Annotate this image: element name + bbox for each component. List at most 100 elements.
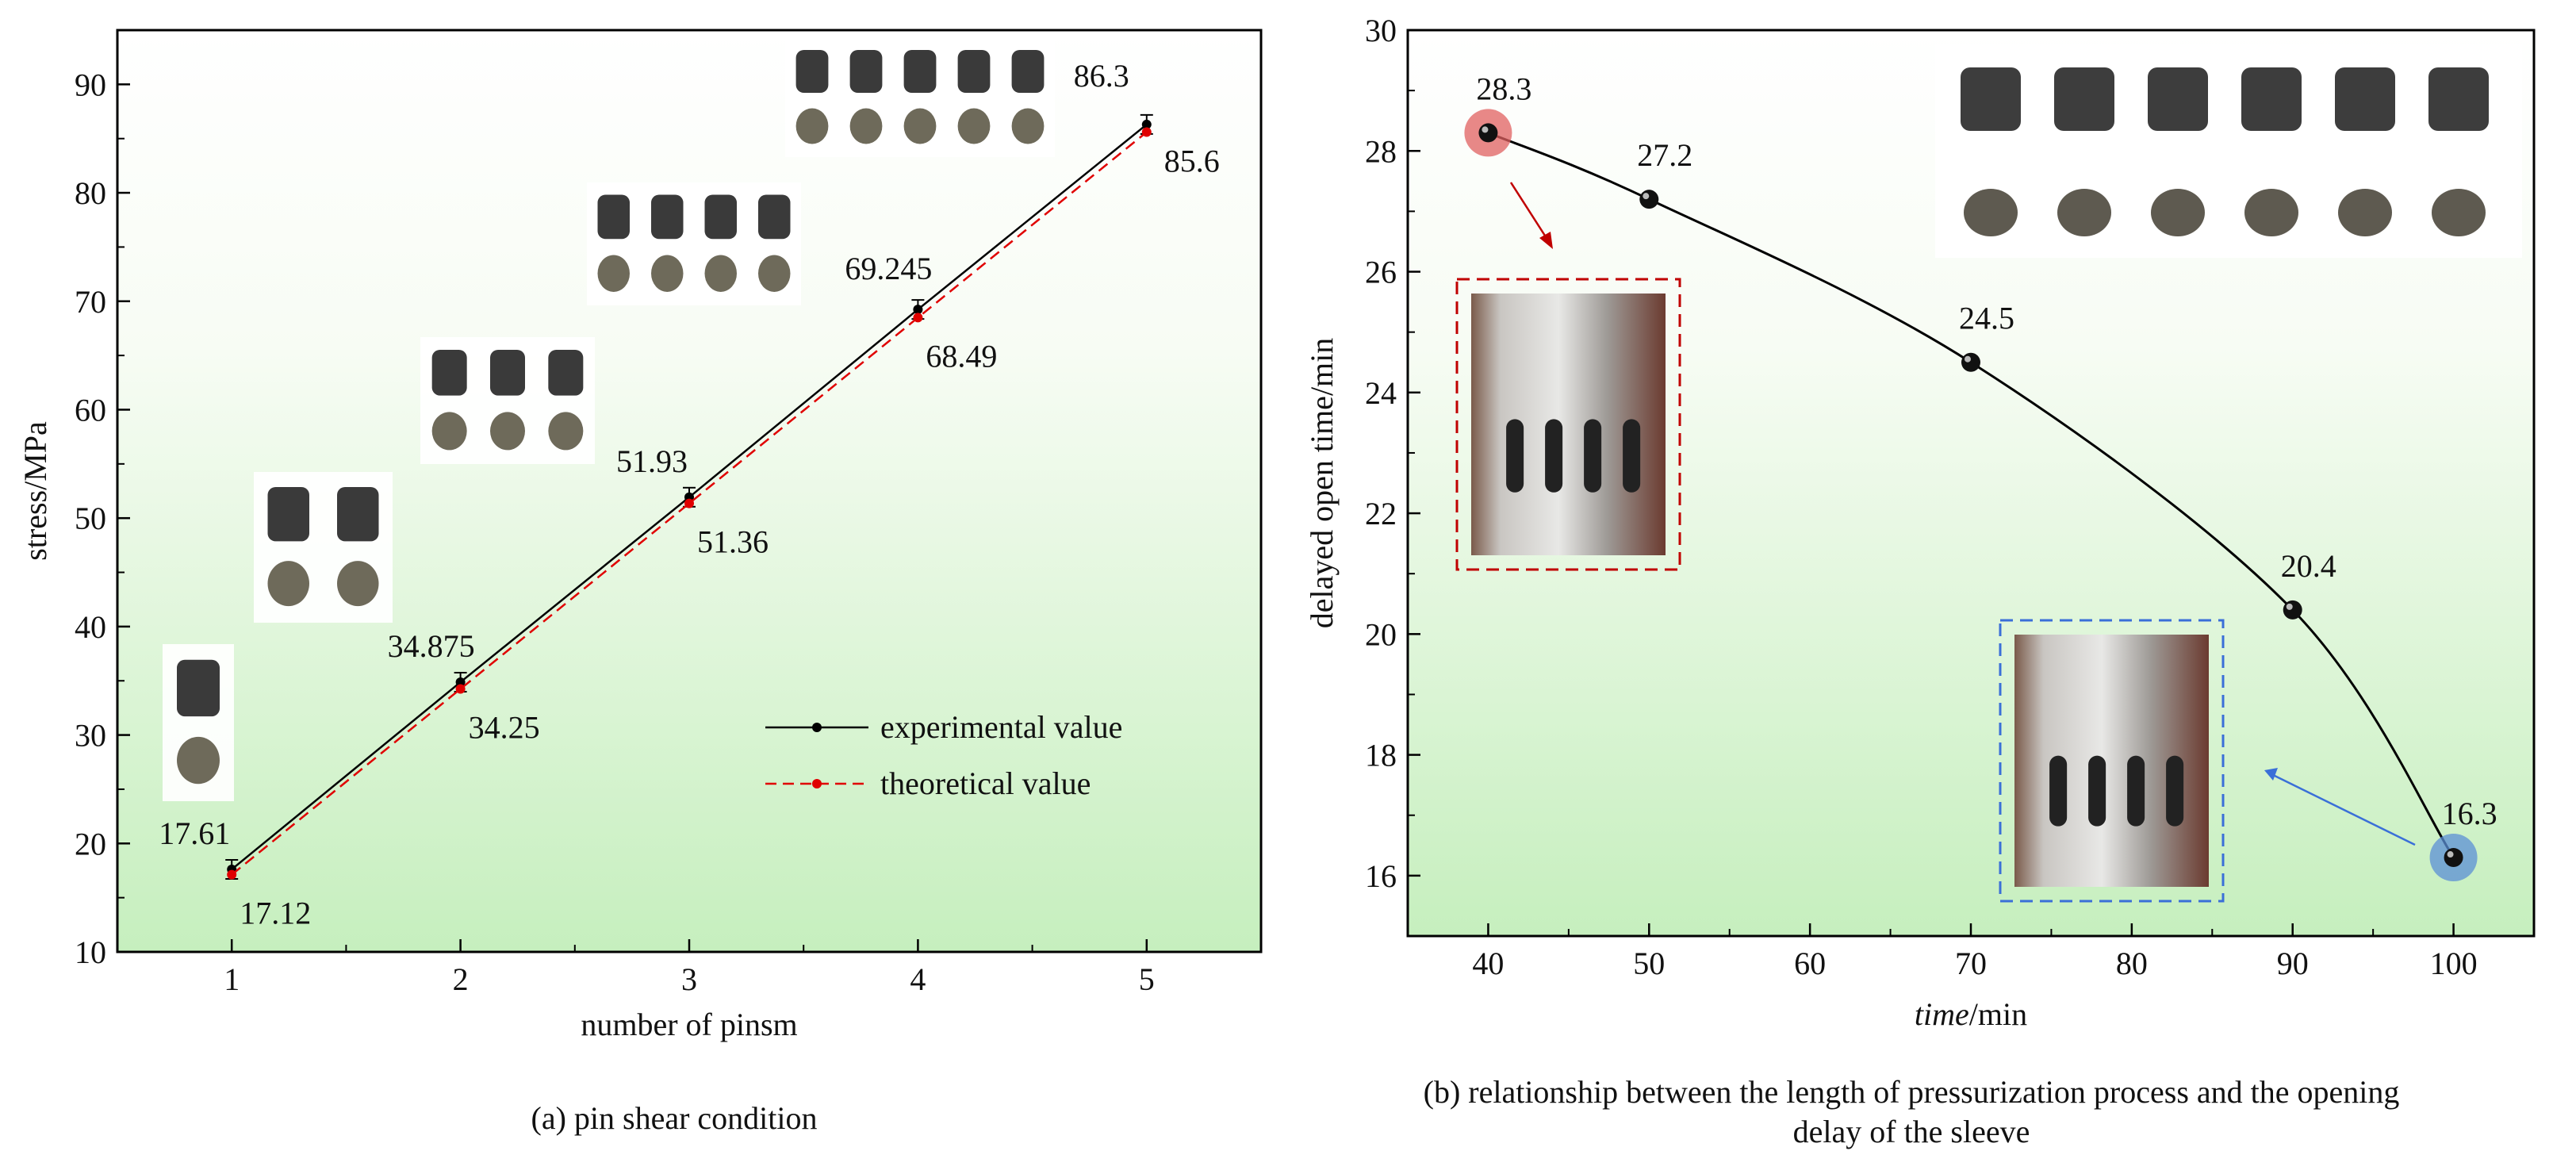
chart-a-data-label: 51.36 (697, 524, 769, 560)
chart-b-point-shine (1965, 355, 1971, 363)
chart-a-y-tick-label: 80 (75, 175, 106, 211)
sleeve-slot (1584, 419, 1602, 493)
pin-sheared-face (849, 108, 883, 144)
pin-sheared-face (957, 108, 991, 144)
chart-a-point-theoretical (455, 684, 466, 694)
pin-body (795, 50, 829, 93)
chart-b-y-tick-label: 26 (1365, 255, 1397, 290)
arrow-blue-head (2264, 768, 2278, 781)
pin-body (2241, 67, 2302, 131)
sample-photo-4-pins (587, 182, 801, 305)
chart-b-y-tick-label: 16 (1365, 858, 1397, 894)
sample-photo-6-pins (1935, 44, 2522, 258)
pin-sheared-face (267, 561, 309, 607)
chart-b-point (1961, 352, 1980, 372)
sleeve-slot (2127, 755, 2145, 827)
pin-body (2054, 67, 2114, 131)
pin-body (548, 350, 584, 396)
legend-label-theoretical: theoretical value (880, 765, 1091, 801)
chart-a-point-theoretical (913, 313, 923, 323)
chart-b-x-tick-label: 70 (1955, 946, 1987, 981)
chart-a-point-theoretical (1141, 127, 1152, 137)
chart-b-point (2444, 848, 2463, 868)
sleeve-slot (2049, 755, 2068, 827)
sleeve-slot (1506, 419, 1524, 493)
pin-sheared-face (431, 412, 467, 451)
chart-b-y-tick-label: 28 (1365, 133, 1397, 169)
pin-sheared-face (704, 255, 737, 292)
sleeve-inset-bottom-right (1999, 619, 2225, 903)
chart-a-y-tick-label: 30 (75, 718, 106, 754)
pin-body (267, 487, 309, 542)
legend-marker-theoretical (812, 779, 822, 788)
chart-a-x-tick-label: 1 (224, 961, 240, 997)
pin-body (2148, 67, 2208, 131)
chart-a-y-tick-label: 10 (75, 934, 106, 970)
pin-sheared-face (795, 108, 829, 144)
chart-b-point (1478, 123, 1498, 143)
chart-a: 17.61 34.875 51.93 69.245 86.3 17.12 34.25 51.3… (17, 29, 1263, 1042)
chart-b-point (2283, 600, 2302, 620)
sleeve-slot (1623, 419, 1641, 493)
chart-b-x-tick-label: 100 (2430, 946, 2478, 981)
pin-sheared-face (1011, 108, 1045, 144)
chart-a-data-label: 68.49 (926, 338, 997, 374)
pin-body (337, 487, 379, 542)
chart-a-x-axis-label: number of pinsm (581, 1007, 797, 1042)
chart-a-point-experimental (913, 305, 923, 315)
chart-b-caption: (b) relationship between the length of p… (1269, 1072, 2554, 1152)
pin-body (651, 194, 684, 240)
chart-a-data-label: 69.245 (845, 251, 932, 286)
legend-marker-experimental (812, 723, 822, 732)
sleeve-slot (1545, 419, 1563, 493)
arrow-red (1509, 182, 1552, 245)
chart-b-x-axis-label: time/min (1915, 996, 2027, 1032)
pin-sheared-face (2432, 189, 2486, 236)
chart-b-caption-line-1: (b) relationship between the length of p… (1423, 1074, 2400, 1110)
chart-b-x-tick-label: 60 (1794, 946, 1826, 981)
pin-sheared-face (177, 736, 220, 785)
inset-dashed-border (1999, 619, 2225, 903)
pin-body (431, 350, 467, 396)
chart-a-caption: (a) pin shear condition (531, 1100, 818, 1136)
chart-a-y-axis-label: stress/MPa (17, 421, 53, 561)
chart-a-x-tick-label: 5 (1139, 961, 1155, 997)
sample-photo-3-pins (420, 337, 595, 464)
chart-b-caption-line-2: delay of the sleeve (1792, 1114, 2030, 1149)
chart-a-legend: experimental value theoretical value (765, 709, 1122, 801)
pin-sheared-face (903, 108, 937, 144)
pin-body (490, 350, 525, 396)
chart-a-point-experimental (1141, 119, 1152, 129)
chart-a-x-tick-label: 3 (681, 961, 697, 997)
arrow-blue (2269, 772, 2416, 846)
pin-body (849, 50, 883, 93)
pin-body (177, 659, 220, 717)
chart-b-x-tick-label: 50 (1633, 946, 1665, 981)
chart-b-axes: 40 50 60 70 80 90 100 16 18 20 22 24 26 28 30 (1365, 13, 2478, 981)
chart-b: 28.3 27.2 24.5 20.4 16.3 40 50 60 70 80 90 100 16 18… (1304, 13, 2536, 1032)
legend-label-experimental: experimental value (880, 709, 1122, 745)
pin-body (903, 50, 937, 93)
chart-a-y-tick-label: 70 (75, 284, 106, 320)
chart-b-y-tick-label: 30 (1365, 13, 1397, 48)
sleeve-inset-top-left (1455, 278, 1681, 571)
pin-sheared-face (548, 412, 584, 451)
chart-b-y-tick-label: 22 (1365, 496, 1397, 531)
chart-b-sample-photos (1935, 44, 2522, 258)
chart-a-series-line-1 (231, 131, 1148, 876)
arrow-red-head (1539, 232, 1553, 249)
chart-a-data-label: 34.875 (388, 628, 475, 664)
pin-sheared-face (1964, 189, 2018, 236)
pin-body (704, 194, 737, 240)
chart-a-axes: 1 2 3 4 5 10 20 30 40 50 60 70 80 90 (75, 67, 1155, 997)
inset-dashed-border (1455, 278, 1681, 571)
sample-photo-1-pin (163, 644, 234, 801)
chart-a-y-tick-label: 50 (75, 501, 106, 536)
pin-sheared-face (651, 255, 684, 292)
chart-b-point-shine (2447, 851, 2454, 858)
chart-b-data-label: 28.3 (1476, 71, 1531, 106)
chart-b-point-shine (2286, 603, 2293, 610)
chart-b-point (1639, 190, 1659, 209)
pin-sheared-face (597, 255, 630, 292)
